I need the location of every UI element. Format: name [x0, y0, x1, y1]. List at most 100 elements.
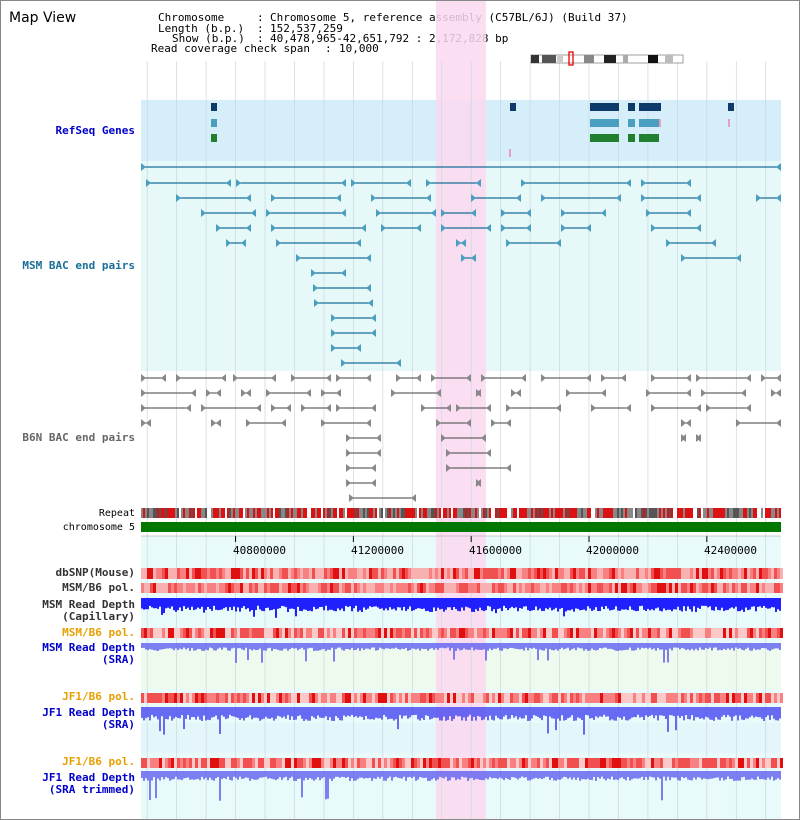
- polymorphism-heat-cell: [531, 568, 534, 579]
- read-depth-bar: [629, 598, 631, 607]
- polymorphism-heat-cell: [660, 693, 663, 703]
- read-depth-bar: [695, 598, 697, 612]
- read-depth-bar: [755, 707, 757, 717]
- repeat-segment: [685, 508, 687, 518]
- polymorphism-heat-cell: [525, 568, 528, 579]
- repeat-segment: [293, 508, 295, 518]
- read-depth-bar: [347, 598, 349, 607]
- polymorphism-heat-cell: [453, 583, 456, 593]
- track-label-msm-b6-pol-sra[interactable]: MSM/B6 pol.: [62, 626, 135, 639]
- repeat-segment: [409, 508, 411, 518]
- read-depth-bar: [373, 598, 375, 607]
- read-depth-bar: [455, 643, 457, 651]
- polymorphism-heat-cell: [219, 568, 222, 579]
- polymorphism-heat-cell: [354, 693, 357, 703]
- read-depth-bar: [339, 643, 341, 648]
- polymorphism-heat-cell: [423, 568, 426, 579]
- read-depth-bar: [591, 771, 593, 780]
- read-depth-bar: [439, 771, 441, 777]
- polymorphism-heat-cell: [501, 568, 504, 579]
- read-depth-bar: [705, 598, 707, 606]
- read-depth-bar: [469, 598, 471, 609]
- polymorphism-heat-cell: [666, 693, 669, 703]
- read-depth-bar: [579, 598, 581, 611]
- polymorphism-heat-cell: [615, 758, 618, 768]
- read-depth-bar: [273, 771, 275, 780]
- repeat-segment: [751, 508, 753, 518]
- read-depth-bar: [353, 771, 355, 781]
- read-depth-bar: [187, 598, 189, 608]
- polymorphism-heat-cell: [765, 628, 768, 638]
- read-depth-bar: [183, 707, 185, 730]
- read-depth-bar: [283, 643, 285, 649]
- track-label-msm-bac-end-pairs[interactable]: MSM BAC end pairs: [22, 259, 135, 272]
- track-label-jf1-b6-pol[interactable]: JF1/B6 pol.: [62, 690, 135, 703]
- read-depth-bar: [449, 643, 451, 651]
- read-depth-bar: [571, 771, 573, 780]
- read-depth-bar: [345, 643, 347, 650]
- read-depth-bar: [341, 598, 343, 609]
- read-depth-bar: [263, 707, 265, 719]
- polymorphism-heat-cell: [393, 758, 396, 768]
- polymorphism-heat-cell: [735, 568, 738, 579]
- polymorphism-heat-cell: [264, 583, 267, 593]
- read-depth-bar: [287, 771, 289, 781]
- repeat-segment: [171, 508, 173, 518]
- polymorphism-heat-cell: [537, 568, 540, 579]
- polymorphism-heat-cell: [699, 758, 702, 768]
- read-depth-bar: [725, 598, 727, 611]
- polymorphism-heat-cell: [564, 568, 567, 579]
- repeat-segment: [777, 508, 779, 518]
- polymorphism-heat-cell: [633, 628, 636, 638]
- read-depth-bar: [597, 643, 599, 650]
- read-depth-bar: [677, 598, 679, 607]
- track-label-dbsnp[interactable]: dbSNP(Mouse): [55, 566, 135, 579]
- polymorphism-heat-cell: [645, 758, 648, 768]
- read-depth-bar: [667, 598, 669, 610]
- read-depth-bar: [777, 598, 779, 610]
- read-depth-bar: [329, 643, 331, 650]
- polymorphism-heat-cell: [594, 758, 597, 768]
- read-depth-bar: [597, 598, 599, 611]
- read-depth-bar: [747, 707, 749, 719]
- polymorphism-heat-cell: [495, 693, 498, 703]
- polymorphism-heat-cell: [402, 583, 405, 593]
- read-depth-bar: [403, 598, 405, 607]
- polymorphism-heat-cell: [711, 693, 714, 703]
- read-depth-bar: [391, 598, 393, 610]
- read-depth-bar: [775, 771, 777, 780]
- track-label-jf1-read-depth-trimmed[interactable]: JF1 Read Depth (SRA trimmed): [42, 771, 135, 796]
- repeat-segment: [351, 508, 353, 518]
- track-label-jf1-read-depth-sra[interactable]: JF1 Read Depth (SRA): [42, 706, 135, 731]
- polymorphism-heat-cell: [168, 693, 171, 703]
- msm-bac-end-marker: [501, 224, 506, 232]
- track-label-msm-read-depth-sra[interactable]: MSM Read Depth (SRA): [42, 641, 135, 666]
- polymorphism-heat-cell: [408, 758, 411, 768]
- polymorphism-heat-cell: [363, 693, 366, 703]
- track-label-msm-b6-pol[interactable]: MSM/B6 pol.: [62, 581, 135, 594]
- repeat-segment: [497, 508, 499, 518]
- read-depth-bar: [707, 707, 709, 718]
- read-depth-bar: [717, 771, 719, 778]
- repeat-segment: [353, 508, 355, 518]
- track-label-refseq-genes[interactable]: RefSeq Genes: [55, 124, 135, 137]
- read-depth-bar: [549, 598, 551, 608]
- read-depth-bar: [733, 707, 735, 717]
- polymorphism-heat-cell: [195, 568, 198, 579]
- polymorphism-heat-cell: [144, 693, 147, 703]
- b6n-bac-end-marker: [521, 374, 526, 382]
- read-depth-bar: [645, 707, 647, 716]
- track-label-msm-read-depth-capillary[interactable]: MSM Read Depth (Capillary): [42, 598, 135, 623]
- track-label-b6n-bac-end-pairs[interactable]: B6N BAC end pairs: [22, 431, 135, 444]
- b6n-bac-end-marker: [516, 389, 521, 397]
- polymorphism-heat-cell: [639, 568, 642, 579]
- read-depth-bar: [719, 598, 721, 611]
- read-depth-bar: [629, 643, 631, 648]
- polymorphism-heat-cell: [702, 583, 705, 593]
- read-depth-bar: [277, 707, 279, 716]
- repeat-segment: [689, 508, 691, 518]
- track-label-jf1-b6-pol-trimmed[interactable]: JF1/B6 pol.: [62, 755, 135, 768]
- read-depth-bar: [553, 707, 555, 719]
- read-depth-bar: [567, 643, 569, 648]
